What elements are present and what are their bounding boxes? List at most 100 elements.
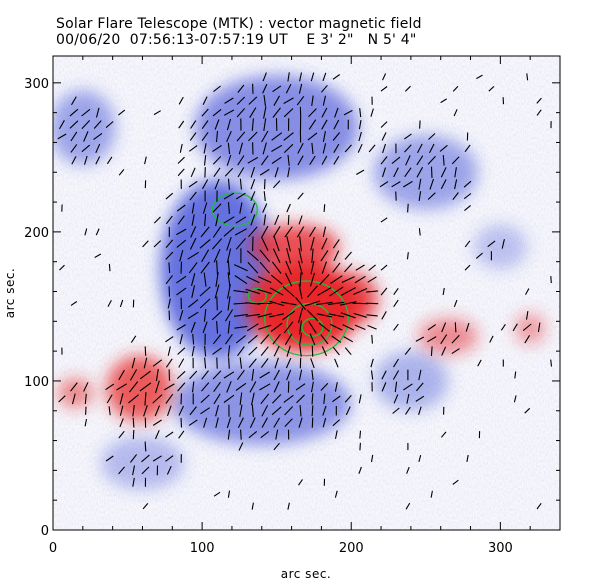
field-vector — [223, 371, 235, 379]
field-vector — [263, 118, 267, 131]
field-vector — [299, 332, 303, 346]
contour-line — [286, 302, 333, 346]
field-vector — [342, 324, 355, 331]
field-vector — [380, 86, 388, 92]
field-vector — [257, 288, 273, 295]
field-vector — [271, 144, 283, 152]
field-vector — [359, 442, 361, 451]
field-vector — [260, 358, 269, 368]
field-vector — [441, 322, 447, 333]
field-vector — [261, 417, 268, 428]
field-vector — [144, 156, 147, 165]
field-vector — [239, 404, 243, 417]
field-vector — [382, 73, 387, 81]
field-vector — [84, 393, 87, 404]
field-vector — [297, 143, 304, 154]
field-vector — [216, 296, 218, 311]
field-vector — [188, 180, 198, 188]
field-vector — [550, 276, 552, 284]
field-vector — [526, 73, 529, 81]
field-vector — [132, 405, 135, 417]
field-vector — [308, 119, 317, 130]
field-vector — [283, 108, 294, 118]
positive-region — [249, 224, 340, 270]
field-vector — [442, 287, 445, 296]
field-vector — [403, 133, 412, 140]
field-vector — [212, 156, 222, 165]
field-vector — [191, 285, 196, 298]
field-vector — [440, 431, 447, 438]
field-vector — [322, 130, 326, 143]
field-vector — [418, 191, 422, 202]
field-vector — [287, 214, 290, 225]
y-tick-label: 200 — [24, 226, 49, 241]
x-tick-label: 100 — [190, 541, 215, 556]
field-vector — [489, 335, 494, 343]
field-vector — [441, 346, 447, 356]
field-vector — [356, 169, 365, 175]
field-vector — [262, 72, 267, 82]
field-vector — [316, 301, 333, 306]
x-tick-label: 0 — [49, 541, 57, 556]
field-vector — [452, 192, 459, 201]
field-vector — [310, 381, 314, 393]
axis-ticks: 0 100 200 300 0 100 200 300 — [24, 56, 561, 556]
field-vector — [223, 227, 235, 237]
field-vector — [261, 405, 269, 417]
field-vector — [224, 97, 234, 104]
field-vector — [245, 313, 260, 317]
field-vector — [427, 336, 437, 343]
field-vector — [285, 83, 292, 94]
field-vector — [69, 120, 79, 129]
negative-region — [100, 436, 185, 490]
field-vector — [359, 430, 362, 439]
field-vector — [154, 405, 161, 417]
field-vector — [227, 202, 230, 214]
field-vector — [211, 238, 223, 250]
field-vector — [178, 405, 184, 416]
field-vector — [311, 405, 314, 417]
field-vector — [237, 84, 245, 93]
field-vector — [310, 72, 315, 82]
field-vector — [214, 284, 220, 299]
field-vector — [152, 394, 163, 404]
field-vector — [328, 313, 345, 318]
field-vector — [298, 479, 303, 486]
field-vector — [309, 272, 316, 287]
field-vector — [228, 357, 230, 369]
field-vector — [454, 179, 458, 190]
field-vector — [323, 393, 326, 404]
field-vector — [118, 369, 125, 381]
field-vector — [71, 393, 76, 405]
field-vector — [344, 251, 352, 260]
field-vector — [308, 108, 317, 118]
field-vector — [132, 465, 136, 476]
field-vector — [227, 296, 231, 311]
field-vector — [239, 178, 242, 190]
field-vector — [286, 236, 291, 252]
field-vector — [272, 333, 281, 345]
field-vector — [213, 491, 221, 497]
field-vector — [213, 393, 221, 405]
field-vector — [282, 286, 295, 298]
field-vector — [144, 346, 147, 356]
field-vector — [272, 248, 281, 264]
field-vector — [415, 336, 425, 342]
field-vector — [311, 248, 314, 263]
field-vector — [358, 131, 362, 142]
field-vector — [226, 118, 232, 131]
field-vector — [371, 334, 373, 344]
field-vector — [463, 180, 472, 188]
field-vector — [223, 109, 235, 116]
field-vector — [524, 407, 531, 414]
field-vector — [212, 203, 222, 213]
field-vector — [203, 143, 207, 154]
field-vector — [394, 381, 398, 393]
field-vector — [536, 97, 542, 104]
field-vector — [418, 178, 422, 190]
field-vector — [304, 300, 321, 307]
field-vector — [309, 226, 316, 237]
field-vector — [235, 216, 247, 224]
field-vector — [70, 131, 78, 142]
field-vector — [70, 144, 78, 153]
